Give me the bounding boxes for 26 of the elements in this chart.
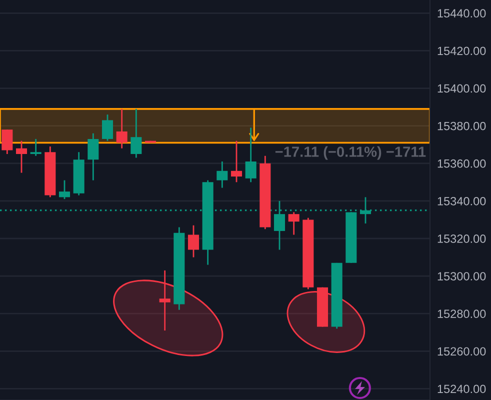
y-tick-label: 15280.00 [438,310,486,318]
y-tick-label: 15340.00 [438,196,486,206]
y-tick-label: 15320.00 [438,234,486,243]
candlestick [30,138,42,157]
y-tick-label: 15360.00 [438,159,486,168]
candlestick [116,108,128,150]
y-tick-label: 15240.00 [438,384,486,394]
y-tick-label: 15420.00 [438,46,486,56]
y-tick-label: 15400.00 [438,84,486,93]
candlestick [245,127,256,183]
candlestick [102,114,114,142]
candlestick [288,212,300,236]
y-tick-label: 15380.00 [438,122,486,130]
candlestick [159,270,170,332]
y-tick-label: 15260.00 [438,347,486,356]
y-tick-label: 15300.00 [438,272,486,280]
candlestick [16,140,28,174]
candlestick [58,180,70,200]
candlestick [88,132,99,181]
y-tick-label: 15440.00 [438,9,486,18]
candlestick [130,108,142,158]
candlestick [230,140,242,183]
annotation: −17.11 (−0.11%) −1711 [275,146,426,160]
candlestick [216,160,228,188]
candlestick [2,128,13,155]
candlestick [188,224,200,258]
